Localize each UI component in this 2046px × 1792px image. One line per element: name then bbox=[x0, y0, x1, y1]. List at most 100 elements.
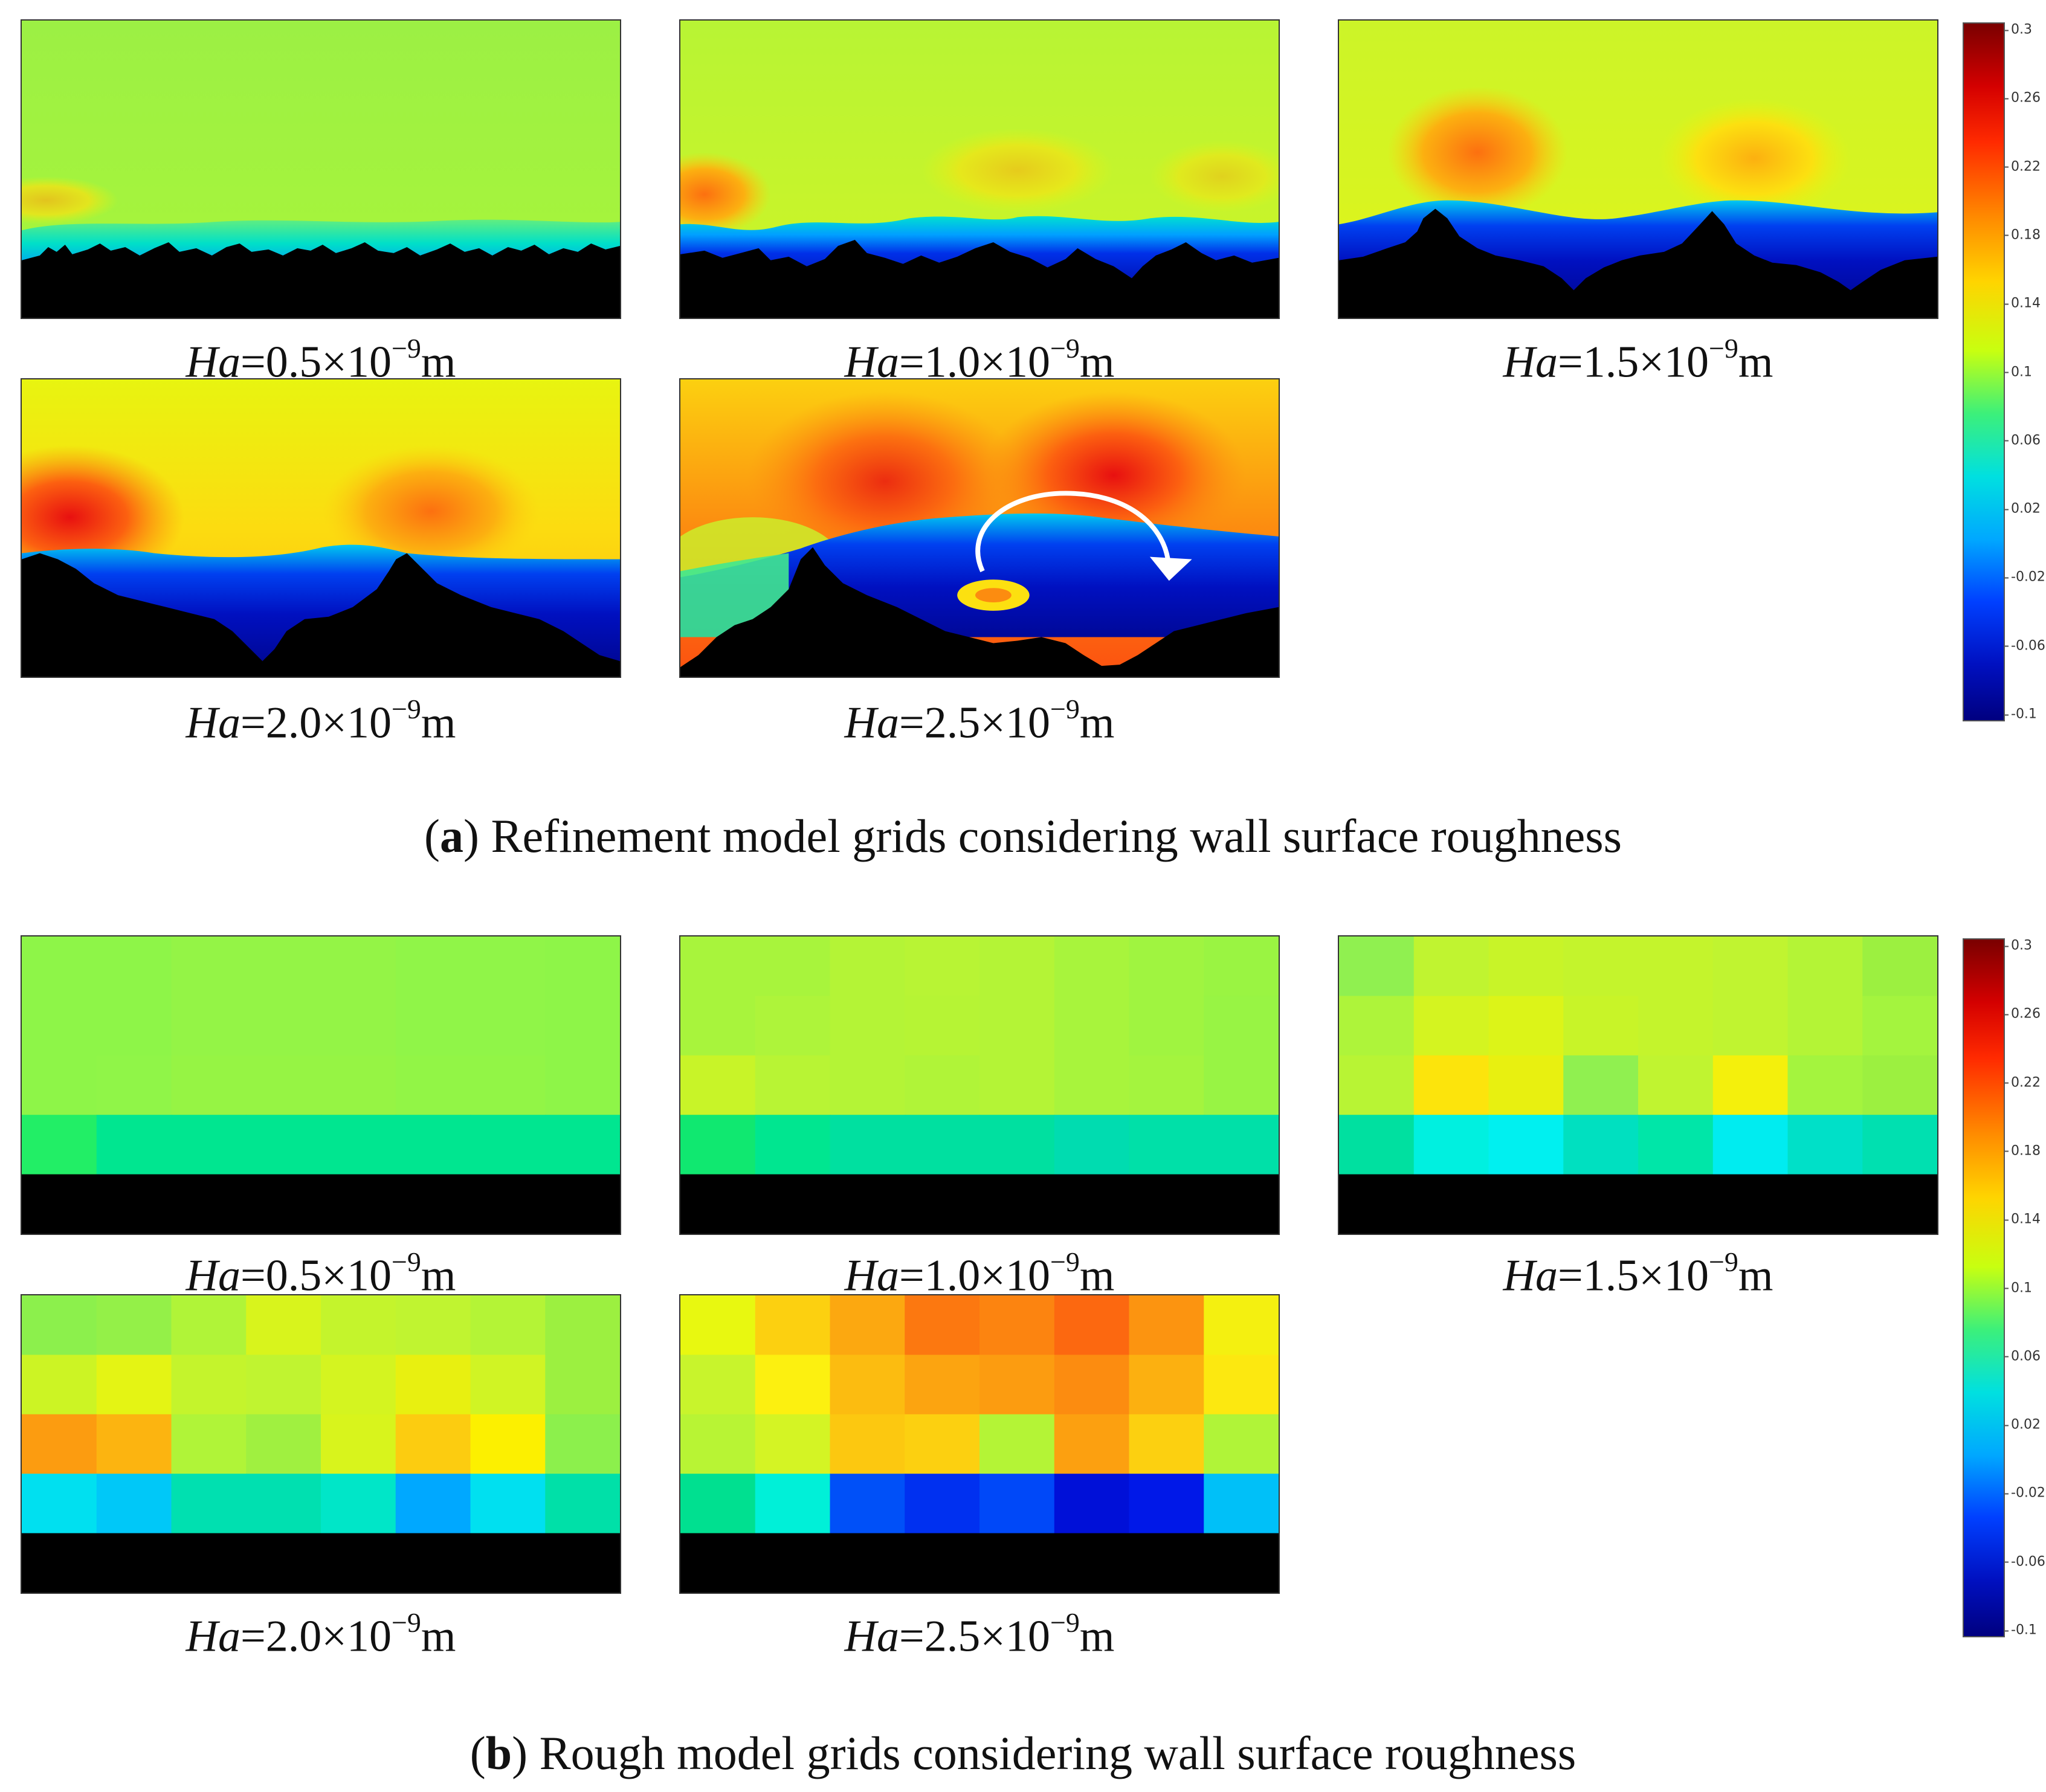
grid-cell bbox=[22, 1115, 97, 1175]
grid-cell bbox=[96, 1355, 172, 1415]
grid-cell bbox=[905, 1295, 980, 1356]
grid-cell bbox=[246, 996, 321, 1056]
grid-cell bbox=[979, 1474, 1055, 1534]
wall-region bbox=[680, 1533, 1279, 1593]
grid-cell bbox=[1339, 996, 1415, 1056]
grid-cell bbox=[1054, 1115, 1130, 1175]
grid-cell bbox=[979, 996, 1055, 1056]
grid-cell bbox=[1787, 936, 1864, 997]
grid-cell bbox=[1862, 1055, 1937, 1116]
grid-cell bbox=[171, 1115, 247, 1175]
grid-cell bbox=[22, 996, 97, 1056]
wall-region bbox=[1339, 1174, 1937, 1234]
grid-cell bbox=[1638, 1115, 1714, 1175]
grid-cell bbox=[905, 1414, 980, 1475]
grid-cell bbox=[1563, 1115, 1639, 1175]
wall-region bbox=[22, 1174, 620, 1234]
grid-cell bbox=[321, 1474, 396, 1534]
colorbar-tick: 0.06 bbox=[2004, 433, 2041, 448]
grid-cell bbox=[246, 1414, 321, 1475]
grid-cell bbox=[96, 996, 172, 1056]
label-rough-ha15: Ha=1.5×10−9m bbox=[1503, 1246, 1773, 1301]
grid-cell bbox=[1638, 996, 1714, 1056]
grid-cell bbox=[1413, 1115, 1489, 1175]
refined-panel-ha10 bbox=[679, 19, 1280, 319]
grid-cell bbox=[470, 1055, 546, 1116]
grid-cell bbox=[470, 1355, 546, 1415]
grid-cell bbox=[1712, 1115, 1789, 1175]
grid-cell bbox=[395, 996, 471, 1056]
grid-cell bbox=[1204, 1414, 1279, 1475]
grid-cell bbox=[1862, 996, 1937, 1056]
grid-cell bbox=[96, 1414, 172, 1475]
grid-cell bbox=[680, 936, 756, 997]
grid-cell bbox=[1054, 996, 1130, 1056]
label-rough-ha05: Ha=0.5×10−9m bbox=[186, 1246, 456, 1301]
grid-cell bbox=[171, 996, 247, 1056]
colorbar-tick: -0.06 bbox=[2004, 1554, 2045, 1570]
grid-cell bbox=[905, 1055, 980, 1116]
grid-cell bbox=[1129, 1414, 1205, 1475]
grid-cell bbox=[1054, 1355, 1130, 1415]
grid-cell bbox=[1413, 936, 1489, 997]
colorbar-tick: -0.02 bbox=[2004, 569, 2045, 585]
grid-cell bbox=[470, 1414, 546, 1475]
grid-cell bbox=[395, 936, 471, 997]
grid-cell bbox=[979, 936, 1055, 997]
rough-panel-ha10 bbox=[679, 935, 1280, 1235]
grid-cell bbox=[979, 1055, 1055, 1116]
grid-cell bbox=[1638, 936, 1714, 997]
label-rough-ha25: Ha=2.5×10−9m bbox=[844, 1607, 1115, 1661]
grid-cell bbox=[1054, 936, 1130, 997]
grid-cell bbox=[321, 1355, 396, 1415]
grid-cell bbox=[22, 1414, 97, 1475]
colorbar-tick: -0.02 bbox=[2004, 1485, 2045, 1501]
colorbar-tick: 0.3 bbox=[2004, 938, 2032, 953]
grid-cell bbox=[246, 1355, 321, 1415]
grid-cell bbox=[1129, 1055, 1205, 1116]
colorbar-a bbox=[1963, 22, 2005, 721]
grid-cell bbox=[680, 1055, 756, 1116]
grid-cell bbox=[96, 936, 172, 997]
grid-cell bbox=[246, 936, 321, 997]
grid-cell bbox=[905, 936, 980, 997]
grid-cell bbox=[1638, 1055, 1714, 1116]
grid-cell bbox=[171, 1055, 247, 1116]
grid-cell bbox=[22, 1295, 97, 1356]
grid-cell bbox=[1339, 936, 1415, 997]
grid-cell bbox=[395, 1414, 471, 1475]
grid-cell bbox=[680, 1115, 756, 1175]
grid-cell bbox=[1712, 996, 1789, 1056]
grid-cell bbox=[1129, 1355, 1205, 1415]
grid-cell bbox=[905, 1115, 980, 1175]
grid-cell bbox=[470, 1295, 546, 1356]
grid-cell bbox=[545, 1355, 620, 1415]
refined-panel-ha20 bbox=[21, 378, 621, 678]
grid-cell bbox=[1129, 1295, 1205, 1356]
grid-cell bbox=[246, 1474, 321, 1534]
colorbar-tick: -0.1 bbox=[2004, 706, 2037, 722]
grid-cell bbox=[171, 1355, 247, 1415]
colorbar-tick: 0.1 bbox=[2004, 364, 2032, 379]
grid-cell bbox=[96, 1474, 172, 1534]
grid-cell bbox=[755, 1295, 831, 1356]
grid-cell bbox=[1563, 1055, 1639, 1116]
grid-cell bbox=[22, 1355, 97, 1415]
grid-cell bbox=[1054, 1414, 1130, 1475]
grid-cell bbox=[979, 1115, 1055, 1175]
grid-cell bbox=[1488, 996, 1564, 1056]
grid-cell bbox=[1787, 1055, 1864, 1116]
grid-cell bbox=[246, 1115, 321, 1175]
colorbar-tick: 0.3 bbox=[2004, 22, 2032, 37]
rough-panel-ha05 bbox=[21, 935, 621, 1235]
caption-b: (b) Rough model grids considering wall s… bbox=[470, 1727, 1576, 1779]
grid-cell bbox=[1488, 1115, 1564, 1175]
grid-cell bbox=[545, 1295, 620, 1356]
refined-panel-ha15 bbox=[1338, 19, 1938, 319]
grid-cell bbox=[1054, 1474, 1130, 1534]
grid-cell bbox=[470, 1115, 546, 1175]
colorbar-tick: 0.18 bbox=[2004, 227, 2041, 243]
grid-cell bbox=[470, 996, 546, 1056]
grid-cell bbox=[1204, 936, 1279, 997]
grid-cell bbox=[545, 1414, 620, 1475]
